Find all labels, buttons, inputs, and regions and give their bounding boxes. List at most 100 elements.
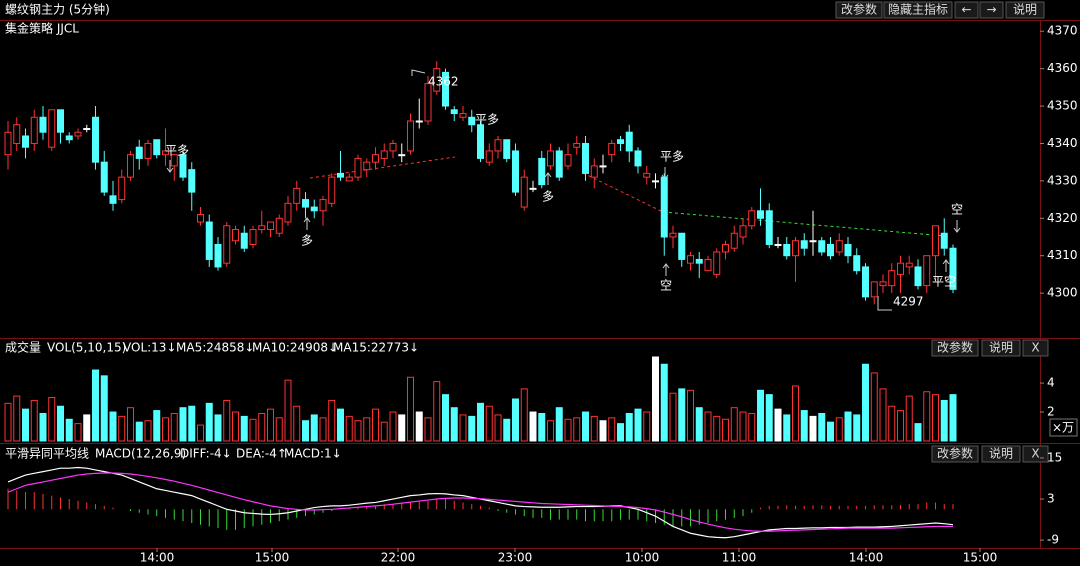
button[interactable]: 说明 <box>981 339 1021 357</box>
candle-body <box>870 281 878 298</box>
volume-bar <box>477 402 484 442</box>
y-tick-label: 4 <box>1047 376 1055 390</box>
candle-body <box>757 210 764 219</box>
y-tick-label: 4310 <box>1047 248 1078 262</box>
volume-bar <box>757 389 764 442</box>
button[interactable]: X <box>1022 445 1049 463</box>
volume-bar <box>617 423 624 442</box>
candle-body <box>932 225 939 257</box>
button[interactable]: 改参数 <box>931 445 979 463</box>
volume-bar <box>730 407 738 442</box>
candle-body <box>660 176 668 238</box>
candle-body <box>844 243 852 257</box>
volume-bar <box>267 408 274 442</box>
volume-bar <box>800 410 808 442</box>
button[interactable]: → <box>979 1 1004 19</box>
button-frame <box>981 339 1021 357</box>
candle-body <box>57 109 64 133</box>
volume-bar <box>669 392 677 442</box>
candle-body <box>433 68 441 92</box>
volume-bar <box>774 408 782 442</box>
candle-body <box>170 154 178 167</box>
candle-body <box>109 195 117 204</box>
candle-body <box>100 161 108 193</box>
volume-bar <box>13 395 21 442</box>
readout: VOL:13↓ <box>123 341 177 355</box>
volume-bar <box>512 398 519 442</box>
candle-body <box>695 258 703 264</box>
signal-label: 4297 <box>893 295 924 309</box>
volume-bar <box>205 402 213 442</box>
volume-bar <box>914 423 922 442</box>
candle-body <box>704 258 712 272</box>
candle-body <box>547 150 554 167</box>
candle-body <box>363 161 371 171</box>
volume-bar <box>695 407 703 442</box>
x-tick-label: 11:00 <box>722 551 757 565</box>
button[interactable]: 隐藏主指标 <box>883 1 953 19</box>
readout: DEA:-4↑ <box>236 447 287 461</box>
button-frame <box>931 445 979 463</box>
candle-body <box>652 180 659 183</box>
candle-body <box>774 243 782 246</box>
volume-bar <box>879 388 887 442</box>
candle-body <box>275 217 283 234</box>
candle-body <box>905 262 913 268</box>
candle-body <box>249 229 257 245</box>
volume-bar <box>853 414 861 442</box>
button[interactable]: 改参数 <box>835 1 883 19</box>
button[interactable]: X <box>1022 339 1049 357</box>
volume-bar <box>74 423 82 442</box>
candle-body <box>520 176 528 208</box>
volume-bar <box>328 399 336 442</box>
volume-bar <box>197 424 204 442</box>
button[interactable]: 说明 <box>981 445 1021 463</box>
y-tick-label: 4370 <box>1047 24 1078 38</box>
candle-body <box>617 139 624 144</box>
button-label: ← <box>961 3 971 17</box>
volume-bar <box>538 412 546 442</box>
volume-bar <box>652 356 659 442</box>
button-label: 说明 <box>989 340 1013 355</box>
candle-body <box>302 199 309 208</box>
candle-body <box>582 142 589 174</box>
x-tick-label: 10:00 <box>625 551 660 565</box>
candle-body <box>293 187 301 204</box>
candle-body <box>643 172 651 178</box>
volume-bar <box>905 395 913 442</box>
volume-bar <box>844 411 852 442</box>
volume-bar <box>634 408 642 442</box>
volume-bar <box>529 411 537 442</box>
volume-bar <box>494 414 502 442</box>
candle-body <box>792 240 799 257</box>
volume-bar <box>22 408 29 442</box>
candle-body <box>354 157 362 178</box>
volume-bar <box>625 412 633 442</box>
readout: MA15:22773↓ <box>333 341 419 355</box>
volume-bar <box>485 405 493 442</box>
y-tick-label: -9 <box>1047 533 1059 547</box>
volume-bar <box>713 415 721 442</box>
volume-bar <box>179 407 187 442</box>
candle-body <box>827 243 834 257</box>
candle-body <box>879 281 887 287</box>
candle-body <box>92 116 99 163</box>
button[interactable]: 说明 <box>1005 1 1045 19</box>
candle-body <box>555 150 563 178</box>
button[interactable]: ← <box>954 1 979 19</box>
candle-body <box>135 146 143 159</box>
volume-bar <box>284 379 292 442</box>
candle-body <box>380 150 388 159</box>
candle-body <box>389 142 397 152</box>
volume-bar <box>940 399 948 442</box>
button[interactable]: 改参数 <box>931 339 979 357</box>
button-frame <box>1005 1 1045 19</box>
candle-body <box>65 135 73 141</box>
candle-body <box>30 116 38 144</box>
candle-body <box>118 176 126 201</box>
candle-body <box>590 165 598 178</box>
y-tick-label: 4350 <box>1047 99 1078 113</box>
candle-body <box>372 154 379 163</box>
volume-bar <box>765 394 773 442</box>
candle-body <box>13 124 21 144</box>
